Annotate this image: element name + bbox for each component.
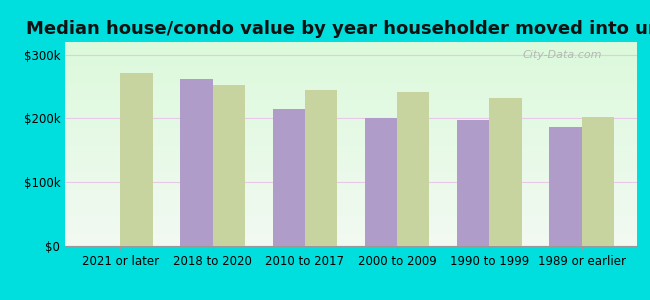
Bar [397, 92, 430, 246]
Bar [213, 85, 245, 246]
Bar [549, 128, 582, 246]
Bar [365, 118, 397, 246]
Bar [180, 79, 213, 246]
Title: Median house/condo value by year householder moved into unit: Median house/condo value by year househo… [26, 20, 650, 38]
Bar [489, 98, 522, 246]
Bar [457, 120, 489, 246]
Bar [120, 73, 153, 246]
Bar [582, 117, 614, 246]
Bar [272, 109, 305, 246]
Bar [305, 90, 337, 246]
Text: City-Data.com: City-Data.com [523, 50, 602, 60]
